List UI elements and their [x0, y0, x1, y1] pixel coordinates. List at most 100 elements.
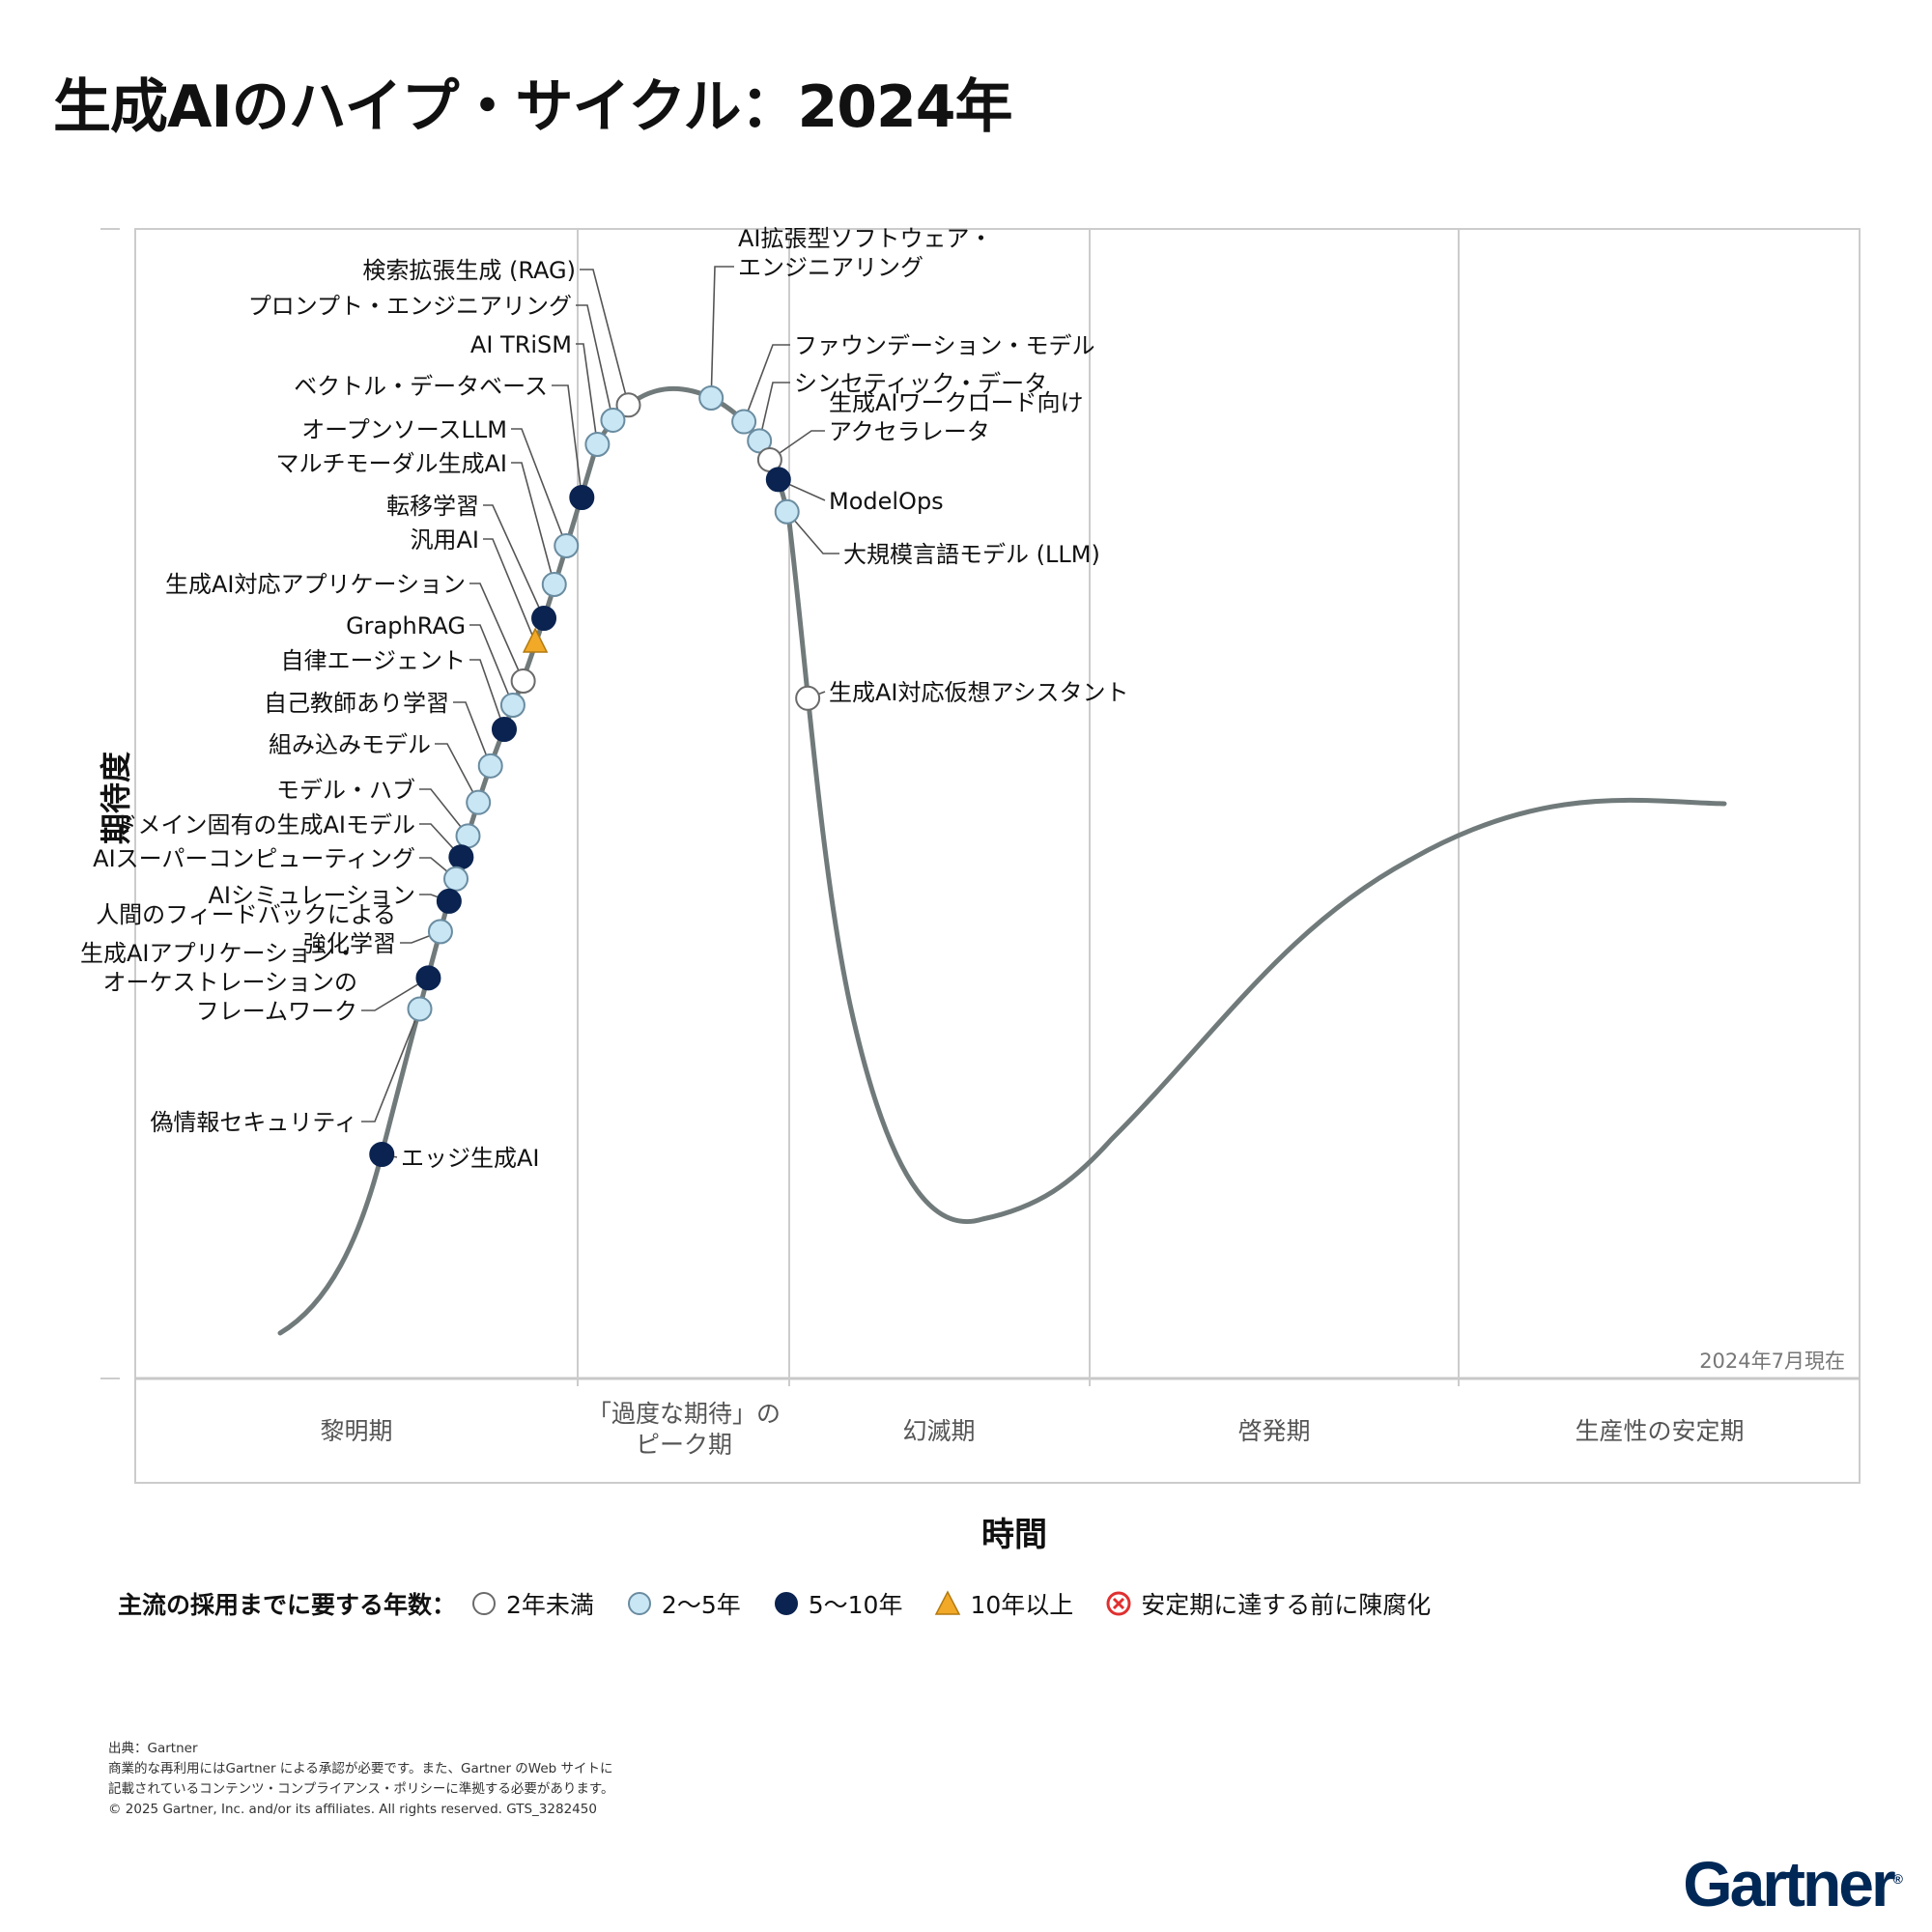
leader-line [419, 788, 469, 837]
legend-item-5to10: 5～10年 [772, 1586, 902, 1621]
hype-point-label: ベクトル・データベース [294, 373, 548, 400]
hype-point-label: 組み込みモデル [269, 731, 431, 758]
phase-label: 啓発期 [1237, 1417, 1310, 1445]
hype-point-label-line: 偽情報セキュリティ [150, 1109, 357, 1136]
page-title: 生成AIのハイプ・サイクル：2024年 [53, 73, 1013, 141]
legend-item-lt2: 2年未満 [469, 1586, 594, 1621]
phase-label: 黎明期 [320, 1417, 392, 1445]
hype-point-marker [407, 996, 433, 1022]
hype-point-label-line: AI TRiSM [470, 331, 572, 358]
hype-point-marker [369, 1142, 395, 1167]
leader-line [511, 428, 567, 547]
hype-point-label: マルチモーダル生成AI [276, 450, 508, 477]
hype-point-label-line: 検索拡張生成 (RAG) [362, 257, 576, 284]
hype-curve [277, 386, 1727, 1336]
hype-point-label: 自律エージェント [280, 647, 466, 674]
leader-line [552, 384, 583, 498]
legend-label-lt2: 2年未満 [506, 1591, 594, 1619]
hype-point-label-line: 大規模言語モデル (LLM) [843, 541, 1100, 568]
leader-line [361, 977, 429, 1011]
leader-line [469, 659, 505, 730]
hype-point-label: プロンプト・エンジニアリング [248, 293, 572, 320]
x-axis-label: 時間 [981, 1516, 1047, 1554]
footer-source: 出典：Gartner [108, 1741, 198, 1756]
footer-line: 商業的な再利用にはGartner による承認が必要です。また、Gartner の… [108, 1761, 613, 1776]
hype-point-marker [448, 844, 474, 870]
hype-point-label: 汎用AI [411, 526, 480, 554]
hype-point-marker [569, 485, 595, 510]
hype-point-label: 自己教師あり学習 [264, 690, 449, 717]
leader-line [769, 430, 825, 461]
hype-point-label-line: モデル・ハブ [276, 777, 415, 804]
legend-red-x-circle-icon [1106, 1591, 1131, 1616]
hype-point-label: ファウンデーション・モデル [794, 332, 1095, 359]
hype-point-label: 生成AI対応仮想アシスタント [829, 679, 1129, 706]
axis-texts: 黎明期 「過度な期待」のピーク期 幻滅期 啓発期 生産性の安定期 2024年7月現在 期待度… [98, 752, 1845, 1554]
hype-point-label-line: シンセティック・データ [794, 370, 1047, 397]
hype-point-marker [747, 428, 773, 454]
leader-line [453, 701, 492, 767]
hype-point-label-line: エッジ生成AI [401, 1145, 540, 1172]
hype-point-label-line: 自己教師あり学習 [264, 690, 449, 717]
hype-point-label: 生成AIワークロード向けアクセラレータ [829, 389, 1084, 445]
hype-point-label-line: オーケストレーションの [102, 969, 357, 996]
hype-point-marker [443, 866, 469, 892]
hype-point-marker [510, 668, 536, 694]
phase-label-line: 生産性の安定期 [1575, 1417, 1744, 1445]
hype-point-marker [774, 498, 800, 525]
leader-line [483, 504, 545, 619]
chart-frame [100, 228, 1861, 1484]
phase-label-line: ピーク期 [636, 1431, 732, 1459]
hype-point-label: エッジ生成AI [401, 1145, 540, 1172]
footer-line: 記載されているコンテンツ・コンプライアンス・ポリシーに準拠する必要があります。 [108, 1781, 614, 1797]
hype-point-label: ModelOps [829, 488, 944, 515]
hype-point-marker [415, 965, 441, 991]
legend-lightblue-circle-icon [627, 1592, 651, 1615]
point-labels: 検索拡張生成 (RAG) プロンプト・エンジニアリング AI TRiSM ベクトル・デ… [80, 225, 1129, 1172]
hype-point-label: オープンソースLLM [301, 416, 507, 443]
hype-point-label-line: 強化学習 [303, 930, 396, 957]
hype-point-label-line: マルチモーダル生成AI [276, 450, 508, 477]
markers [369, 385, 821, 1167]
hype-point-marker [698, 385, 724, 411]
footer-copyright: © 2025 Gartner, Inc. and/or its affiliat… [108, 1802, 597, 1817]
hype-point-marker [765, 467, 791, 493]
legend-label-2to5: 2～5年 [661, 1591, 741, 1619]
footer-notes: 出典：Gartner 商業的な再利用にはGartner による承認が必要です。ま… [108, 1739, 614, 1820]
y-axis-label: 期待度 [98, 752, 134, 844]
legend-item-gt10: 10年以上 [933, 1586, 1073, 1621]
curve-layer [277, 386, 1727, 1336]
hype-point-label-line: AI拡張型ソフトウェア・ [738, 225, 993, 252]
leader-line [435, 743, 479, 804]
leader-line [576, 343, 599, 445]
hype-point-label: ドメイン固有の生成AIモデル [115, 811, 416, 838]
hype-point-label-line: フレームワーク [196, 998, 357, 1025]
legend-orange-triangle-icon [935, 1590, 961, 1615]
hype-point-label: AIシミュレーション [208, 882, 415, 909]
hype-point-label-line: AIスーパーコンピューティング [93, 845, 415, 872]
phase-label-line: 黎明期 [320, 1417, 392, 1445]
as-of-note: 2024年7月現在 [1699, 1350, 1845, 1373]
phase-label: 幻滅期 [902, 1417, 975, 1445]
hype-point-label-line: ベクトル・データベース [294, 373, 548, 400]
hype-point-label: モデル・ハブ [276, 777, 415, 804]
hype-point-label-line: エンジニアリング [738, 254, 923, 281]
hype-point-marker [477, 753, 503, 779]
hype-point-label-line: AIシミュレーション [208, 882, 415, 909]
hype-point-label: 転移学習 [386, 493, 479, 520]
hype-point-label-line: ModelOps [829, 488, 944, 515]
hype-point-label-line: 生成AI対応アプリケーション [165, 571, 466, 598]
hype-point-marker [615, 392, 641, 418]
logo-text: Gartner [1683, 1848, 1895, 1919]
hype-point-marker [795, 685, 821, 711]
leader-line [469, 624, 514, 706]
leader-line [576, 304, 614, 421]
phase-label-line: 啓発期 [1237, 1417, 1310, 1445]
legend-item-2to5: 2～5年 [625, 1586, 741, 1621]
legend-title: 主流の採用までに要する年数： [118, 1591, 457, 1619]
leader-line [511, 462, 555, 585]
hype-point-label-line: 転移学習 [386, 493, 479, 520]
hype-point-marker [600, 407, 626, 433]
hype-point-marker [436, 888, 462, 914]
leader-line [580, 269, 630, 406]
